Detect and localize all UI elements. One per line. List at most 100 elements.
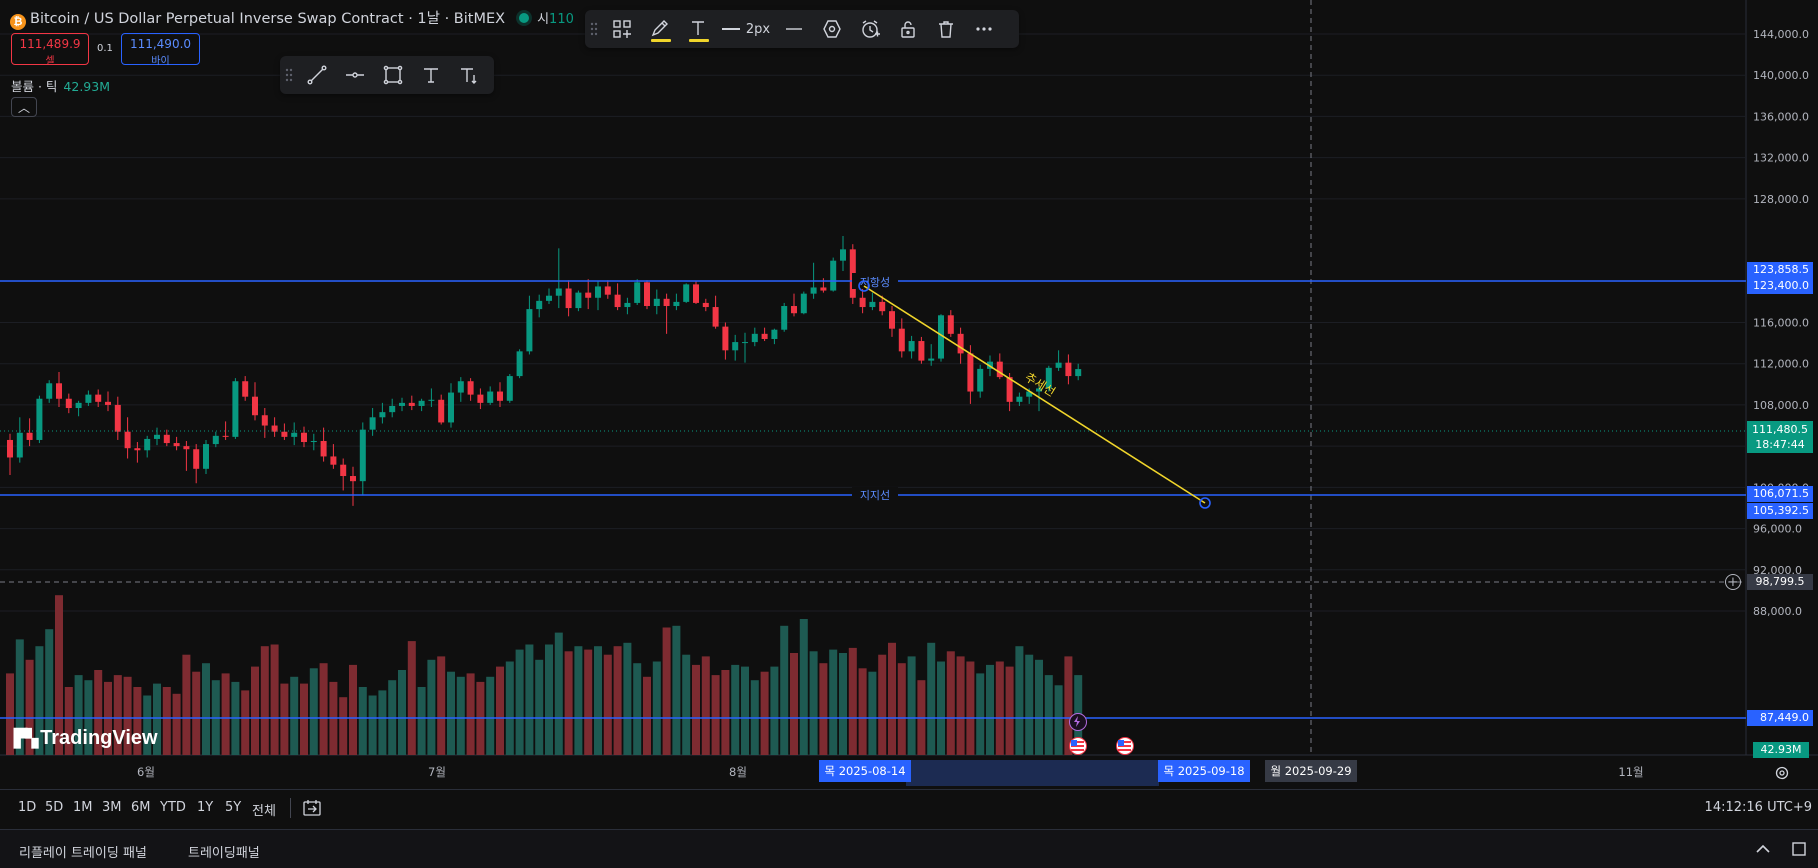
trash-icon[interactable] bbox=[927, 12, 965, 46]
maximize-panel-icon[interactable] bbox=[1790, 840, 1808, 858]
alert-icon[interactable] bbox=[851, 12, 889, 46]
line-width-button[interactable]: 2px bbox=[717, 12, 775, 46]
timeframe-5y[interactable]: 5Y bbox=[225, 800, 242, 815]
volume-bar bbox=[123, 676, 132, 755]
candle-body bbox=[389, 405, 396, 413]
add-plus-icon[interactable]: + bbox=[1725, 574, 1741, 590]
candle-body bbox=[761, 333, 768, 339]
volume-legend-value: 42.93M bbox=[63, 79, 110, 94]
line-style-icon[interactable] bbox=[775, 12, 813, 46]
candle-body bbox=[281, 431, 288, 437]
lock-icon[interactable] bbox=[889, 12, 927, 46]
candle-body bbox=[428, 399, 435, 401]
volume-legend[interactable]: 볼륨 · 틱 42.93M bbox=[11, 76, 110, 95]
candle-body bbox=[134, 448, 141, 451]
candle-body bbox=[379, 412, 386, 418]
timeframe-1d[interactable]: 1D bbox=[18, 800, 37, 815]
current-price-value: 111,480.5 bbox=[1752, 423, 1808, 436]
volume-bar bbox=[643, 676, 651, 755]
candle-countdown: 18:47:44 bbox=[1755, 438, 1805, 451]
y-tick-label: 144,000.0 bbox=[1753, 28, 1809, 41]
timeframe-all[interactable]: 전체 bbox=[252, 804, 276, 819]
timeframe-ytd[interactable]: YTD bbox=[160, 800, 186, 815]
us-flag-event-icon[interactable] bbox=[1069, 737, 1087, 755]
more-icon[interactable] bbox=[965, 12, 1003, 46]
candle-body bbox=[95, 394, 102, 402]
text-icon[interactable] bbox=[412, 58, 450, 92]
settings-hex-icon[interactable] bbox=[813, 12, 851, 46]
candle-body bbox=[340, 464, 347, 477]
x-start-date-badge: 목 2025-08-14 bbox=[819, 760, 911, 782]
volume-bar bbox=[937, 661, 945, 755]
candle-body bbox=[65, 398, 72, 409]
timeframe-1m[interactable]: 1M bbox=[73, 800, 93, 815]
text-color-icon[interactable] bbox=[679, 12, 717, 46]
date-range-icon[interactable] bbox=[302, 798, 322, 818]
text-anchor-icon[interactable] bbox=[450, 58, 488, 92]
volume-bar bbox=[662, 627, 671, 755]
candle-body bbox=[359, 429, 366, 482]
candle-body bbox=[810, 287, 817, 294]
drag-handle-icon[interactable] bbox=[280, 58, 298, 92]
drag-handle-icon[interactable] bbox=[585, 12, 603, 46]
rectangle-icon[interactable] bbox=[374, 58, 412, 92]
volume-bar bbox=[398, 670, 406, 755]
volume-bar bbox=[505, 661, 514, 755]
tradingview-logo-text: TradingView bbox=[40, 727, 158, 749]
price-chart[interactable]: 144,000.0 140,000.0 136,000.0 132,000.0 128,… bbox=[0, 0, 1818, 790]
clock-timezone[interactable]: 14:12:16 UTC+9 bbox=[1704, 800, 1812, 815]
x-label-nov: 11월 bbox=[1618, 765, 1643, 779]
trendline-start-handle[interactable] bbox=[858, 280, 870, 292]
trendline[interactable] bbox=[863, 285, 1206, 504]
horizontal-ray-icon[interactable] bbox=[336, 58, 374, 92]
volume-bar bbox=[613, 646, 622, 755]
volume-bar bbox=[780, 625, 789, 755]
trendline-end-handle[interactable] bbox=[1199, 497, 1211, 509]
volume-bar bbox=[721, 670, 730, 755]
volume-bar bbox=[858, 668, 867, 755]
tab-trading-panel[interactable]: 트레이딩패널 bbox=[188, 846, 260, 861]
grid-icon[interactable] bbox=[603, 12, 641, 46]
candle-body bbox=[683, 284, 690, 302]
chevron-up-icon[interactable] bbox=[1754, 840, 1772, 858]
volume-bar bbox=[192, 671, 201, 755]
y-axis-labels: 144,000.0 140,000.0 136,000.0 132,000.0 128,… bbox=[1753, 28, 1809, 618]
candle-body bbox=[252, 396, 258, 416]
y-tick-label: 132,000.0 bbox=[1753, 152, 1809, 165]
candle-body bbox=[203, 444, 209, 469]
volume-bar bbox=[378, 690, 387, 755]
candle-body bbox=[516, 351, 523, 377]
candle-body bbox=[114, 404, 121, 432]
candle-body bbox=[653, 298, 660, 307]
timeframe-5d[interactable]: 5D bbox=[45, 800, 64, 815]
lightning-event-icon[interactable] bbox=[1069, 713, 1087, 731]
trend-line-icon[interactable] bbox=[298, 58, 336, 92]
us-flag-event-icon[interactable] bbox=[1116, 737, 1134, 755]
crosshair-price-badge: 98,799.5 bbox=[1747, 574, 1813, 590]
sell-button[interactable]: 111,489.9 셀 bbox=[11, 33, 89, 67]
candle-body bbox=[408, 402, 415, 406]
candle-body bbox=[222, 435, 229, 437]
open-label: 시 bbox=[537, 12, 550, 27]
candle-body bbox=[124, 431, 131, 449]
x-range-highlight bbox=[906, 760, 1159, 786]
volume-bar bbox=[995, 661, 1004, 755]
volume-legend-label: 볼륨 · 틱 bbox=[11, 79, 58, 94]
tradingview-logo[interactable]: ▛▚ TradingView bbox=[14, 727, 158, 750]
timeframe-6m[interactable]: 6M bbox=[131, 800, 151, 815]
tab-replay-trading-panel[interactable]: 리플레이 트레이딩 패널 bbox=[19, 846, 147, 861]
symbol-title[interactable]: ₿ Bitcoin / US Dollar Perpetual Inverse S… bbox=[10, 7, 574, 30]
candle-body bbox=[1055, 362, 1062, 368]
collapse-legend-button[interactable]: ︿ bbox=[11, 97, 37, 117]
drawing-toolbar: 2px bbox=[585, 10, 1019, 48]
timeframe-1y[interactable]: 1Y bbox=[197, 800, 214, 815]
lower-line-badge: 87,449.0 bbox=[1747, 710, 1813, 726]
timeframe-3m[interactable]: 3M bbox=[102, 800, 122, 815]
buy-button[interactable]: 111,490.0 바이 bbox=[121, 33, 200, 67]
candle-body bbox=[310, 440, 317, 443]
pencil-icon[interactable] bbox=[641, 12, 679, 46]
chart-settings-icon[interactable] bbox=[1774, 765, 1790, 781]
volume-bar bbox=[74, 675, 83, 755]
candle-body bbox=[751, 333, 758, 343]
volume-bar bbox=[221, 673, 230, 755]
